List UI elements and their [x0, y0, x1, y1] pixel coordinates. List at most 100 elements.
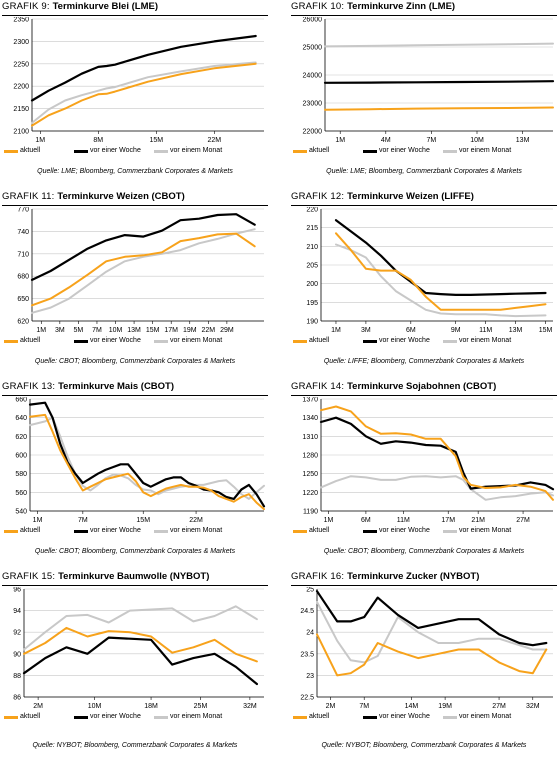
x-tick-label: 15M [136, 517, 150, 524]
x-tick-label: 1M [35, 137, 45, 144]
legend-swatch [443, 716, 457, 719]
y-tick-label: 190 [306, 319, 318, 326]
chart-title-text: Terminkurve Mais (CBOT) [58, 381, 175, 392]
y-tick-label: 560 [15, 490, 27, 497]
x-tick-label: 5M [74, 327, 84, 334]
series-line-aktuell [31, 232, 256, 307]
x-tick-label: 2M [33, 703, 43, 710]
y-tick-label: 2150 [13, 106, 29, 113]
series-line-monat [320, 475, 554, 501]
y-tick-label: 88 [13, 673, 21, 680]
y-tick-label: 1310 [302, 434, 318, 441]
chart-source: Quelle: LME; Bloomberg, Commerzbank Corp… [37, 168, 233, 175]
chart-title: GRAFIK 16: Terminkurve Zucker (NYBOT) [291, 570, 557, 584]
x-tick-label: 25M [194, 703, 208, 710]
legend-label: vor einem Monat [170, 713, 223, 720]
legend-swatch [74, 150, 88, 153]
chart-svg: 86 88 90 92 94 96 2M 10M 18M 25M 32M [13, 587, 264, 710]
x-tick-label: 8M [93, 137, 103, 144]
series-line-aktuell [316, 633, 548, 677]
y-tick-label: 22000 [303, 129, 323, 136]
x-tick-label: 15M [539, 327, 553, 334]
x-tick-label: 14M [405, 703, 419, 710]
legend-swatch [4, 716, 18, 719]
chart-label: GRAFIK 14: [291, 381, 348, 392]
legend: aktuell vor einer Woche vor einem Monat [4, 146, 268, 156]
legend-swatch [443, 150, 457, 153]
title-rule [2, 205, 268, 206]
x-tick-label: 6M [406, 327, 416, 334]
x-tick-label: 17M [164, 327, 178, 334]
chart-source: Quelle: CBOT; Bloomberg, Commerzbank Cor… [34, 358, 236, 365]
title-rule [2, 395, 268, 396]
chart-svg: 1190 1220 1250 1280 1310 1340 1370 1M 6M 11M 17M 21… [302, 397, 555, 524]
series-line-woche [323, 80, 555, 84]
x-tick-label: 29M [220, 327, 234, 334]
x-tick-label: 6M [361, 517, 371, 524]
legend-swatch [4, 530, 18, 533]
y-tick-label: 25000 [303, 45, 323, 52]
legend-swatch [4, 340, 18, 343]
title-rule [291, 395, 557, 396]
series-line-aktuell [320, 405, 554, 501]
x-tick-label: 1M [324, 517, 334, 524]
y-tick-label: 23.5 [300, 651, 314, 658]
legend: aktuell vor einer Woche vor einem Monat [293, 712, 557, 722]
y-tick-label: 620 [15, 434, 27, 441]
y-tick-label: 710 [17, 251, 29, 258]
x-tick-label: 27M [492, 703, 506, 710]
legend-swatch [443, 340, 457, 343]
series-line-woche [315, 590, 548, 647]
legend-swatch [154, 150, 168, 153]
legend-swatch [363, 340, 377, 343]
series-line-aktuell [335, 232, 547, 311]
legend-label: vor einer Woche [90, 527, 141, 534]
x-tick-label: 15M [146, 327, 160, 334]
x-tick-label: 27M [516, 517, 530, 524]
chart-label: GRAFIK 9: [2, 1, 53, 12]
chart-title: GRAFIK 13: Terminkurve Mais (CBOT) [2, 380, 268, 394]
x-tick-label: 22M [202, 327, 216, 334]
legend-label: vor einer Woche [90, 147, 141, 154]
x-tick-label: 1M [331, 327, 341, 334]
chart-svg: 22.5 23 23.5 24 24.5 25 2M 7M 14M 19M 27M 32M [300, 587, 553, 710]
x-tick-label: 3M [55, 327, 65, 334]
chart-panel-zucker: GRAFIK 16: Terminkurve Zucker (NYBOT) 22.… [291, 570, 557, 760]
legend-label: vor einer Woche [379, 147, 430, 154]
x-tick-label: 19M [183, 327, 197, 334]
x-tick-label: 10M [109, 327, 123, 334]
legend-swatch [74, 340, 88, 343]
legend-swatch [293, 530, 307, 533]
y-tick-label: 92 [13, 630, 21, 637]
legend-swatch [293, 716, 307, 719]
y-tick-label: 1190 [303, 509, 318, 516]
legend-label: vor einem Monat [459, 337, 512, 344]
legend-swatch [293, 340, 307, 343]
legend-label: aktuell [309, 147, 330, 154]
y-tick-label: 205 [306, 263, 318, 270]
chart-source: Quelle: CBOT; Bloomberg, Commerzbank Cor… [323, 548, 525, 555]
chart-title: GRAFIK 11: Terminkurve Weizen (CBOT) [2, 190, 268, 204]
x-tick-label: 32M [526, 703, 540, 710]
chart-label: GRAFIK 10: [291, 1, 348, 12]
x-tick-label: 10M [470, 137, 484, 144]
legend-label: vor einer Woche [379, 527, 430, 534]
legend-label: aktuell [20, 713, 41, 720]
series-line-aktuell [29, 413, 265, 511]
title-rule [291, 205, 557, 206]
series-line-monat [31, 61, 257, 124]
legend-swatch [74, 716, 88, 719]
chart-source: Quelle: NYBOT; Bloomberg, Commerzbank Co… [32, 742, 238, 749]
chart-title: GRAFIK 12: Terminkurve Weizen (LIFFE) [291, 190, 557, 204]
title-rule [291, 585, 557, 586]
legend-label: vor einer Woche [90, 337, 141, 344]
chart-title-text: Terminkurve Weizen (CBOT) [57, 191, 185, 202]
y-tick-label: 210 [306, 244, 318, 251]
legend: aktuell vor einer Woche vor einem Monat [4, 712, 268, 722]
title-rule [2, 15, 268, 16]
y-tick-label: 96 [13, 587, 21, 594]
legend-label: vor einem Monat [170, 337, 223, 344]
chart-label: GRAFIK 15: [2, 571, 59, 582]
x-tick-label: 4M [381, 137, 391, 144]
series-line-monat [23, 605, 258, 651]
